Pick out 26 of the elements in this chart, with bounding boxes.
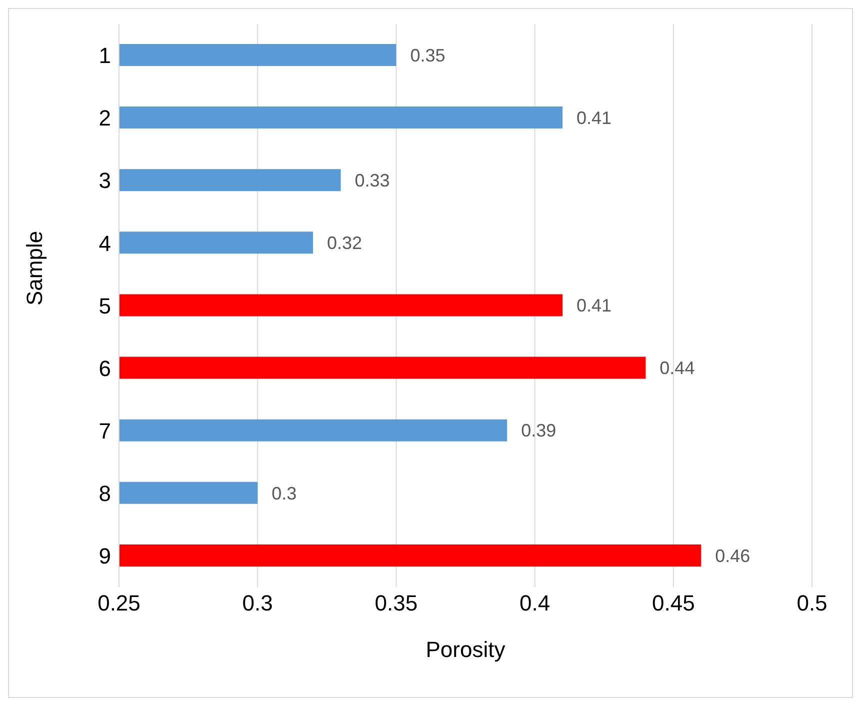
data-label: 0.39	[521, 420, 556, 441]
data-label: 0.3	[272, 483, 297, 504]
x-tick-label: 0.5	[796, 590, 828, 616]
x-tick-label: 0.25	[98, 590, 140, 616]
data-label: 0.41	[576, 108, 612, 128]
y-tick-label: 4	[98, 230, 111, 256]
x-tick-label: 0.35	[374, 590, 418, 616]
x-tick-label: 0.45	[652, 590, 695, 616]
y-axis-title: Sample	[22, 230, 47, 306]
x-tick-label: 0.4	[520, 590, 550, 616]
data-label: 0.32	[327, 233, 362, 254]
y-tick-label: 8	[98, 480, 111, 506]
data-label: 0.46	[715, 546, 750, 566]
y-tick-label: 3	[98, 168, 111, 194]
y-tick-label: 6	[98, 356, 111, 381]
data-label: 0.35	[410, 45, 446, 66]
data-label: 0.33	[354, 170, 390, 190]
data-label: 0.41	[576, 296, 612, 316]
x-tick-label: 0.3	[242, 590, 273, 616]
y-tick-label: 2	[98, 106, 111, 131]
y-tick-label: 7	[98, 418, 111, 444]
y-tick-label: 9	[98, 544, 111, 569]
y-tick-label: 5	[98, 293, 111, 318]
data-label: 0.44	[660, 358, 695, 378]
y-tick-label: 1	[98, 43, 111, 68]
x-axis-title: Porosity	[426, 637, 506, 662]
